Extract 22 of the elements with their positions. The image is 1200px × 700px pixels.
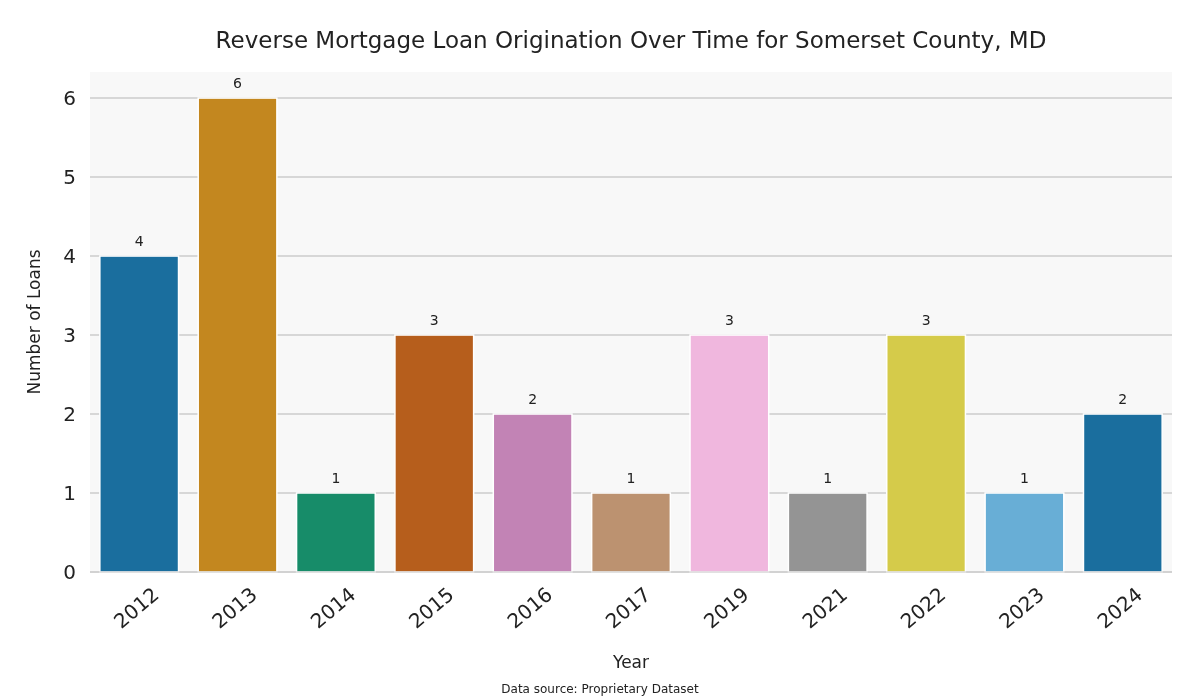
- chart-title: Reverse Mortgage Loan Origination Over Time for Somerset County, MD: [215, 27, 1047, 53]
- y-tick-label: 4: [63, 244, 76, 269]
- y-tick-label: 1: [63, 481, 76, 506]
- data-label: 3: [724, 312, 734, 329]
- y-tick-label: 3: [63, 323, 76, 348]
- data-label: 1: [1019, 470, 1029, 487]
- y-tick-label: 5: [63, 165, 76, 190]
- data-label: 1: [626, 470, 636, 487]
- x-axis-title: Year: [612, 652, 649, 672]
- data-label: 2: [1118, 391, 1128, 408]
- y-tick-label: 6: [63, 86, 76, 111]
- data-label: 3: [429, 312, 439, 329]
- y-tick-label: 0: [63, 560, 76, 584]
- y-tick-label: 2: [63, 402, 76, 427]
- data-label: 6: [233, 75, 243, 92]
- data-label: 2: [528, 391, 538, 408]
- y-axis-title: Number of Loans: [24, 249, 44, 395]
- data-label: 3: [921, 312, 931, 329]
- data-label: 4: [134, 233, 144, 250]
- data-label: 1: [331, 470, 341, 487]
- data-label: 1: [823, 470, 833, 487]
- source-note: Data source: Proprietary Dataset: [501, 682, 699, 696]
